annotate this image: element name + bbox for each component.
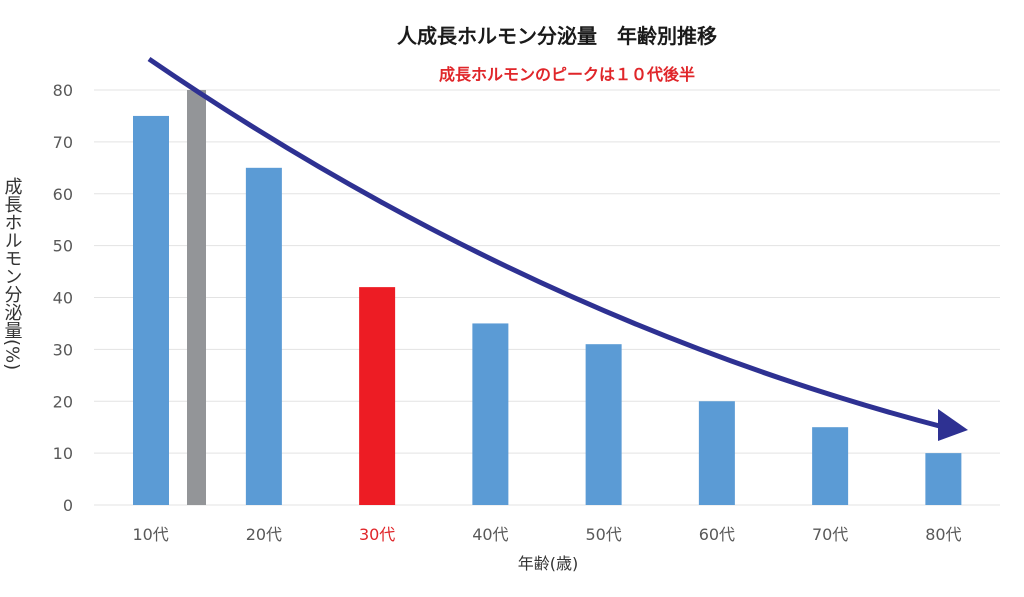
chart-title: 人成長ホルモン分泌量 年齢別推移 (397, 24, 717, 48)
x-tick-label: 10代 (132, 525, 168, 544)
x-tick-label: 20代 (246, 525, 282, 544)
bar-70代 (812, 427, 849, 505)
bar-30代 (359, 287, 396, 505)
gridlines (94, 89, 1000, 506)
bar-series (133, 90, 962, 505)
y-tick-label: 40 (53, 289, 73, 308)
chart-subtitle: 成長ホルモンのピークは１０代後半 (439, 65, 695, 84)
x-tick-label: 80代 (925, 525, 961, 544)
y-tick-label: 10 (53, 444, 73, 463)
y-tick-label: 0 (63, 496, 73, 515)
bar-50代 (585, 344, 622, 505)
y-tick-label: 30 (53, 340, 73, 359)
x-tick-label: 40代 (472, 525, 508, 544)
x-tick-label: 50代 (585, 525, 621, 544)
y-tick-label: 70 (53, 133, 73, 152)
trend-arrow-line (147, 56, 948, 431)
x-tick-label: 70代 (812, 525, 848, 544)
x-tick-label: 30代 (359, 525, 395, 544)
bar-10代 (133, 115, 169, 505)
y-tick-label: 50 (53, 237, 73, 256)
y-axis-title: 成長ホルモン分泌量(%) (2, 177, 23, 370)
trend-arrow (147, 56, 968, 441)
x-axis-title: 年齢(歳) (518, 554, 579, 573)
bar-40代 (472, 323, 509, 505)
x-tick-label: 60代 (699, 525, 735, 544)
bar-60代 (698, 401, 735, 505)
bar-10代-peak (187, 90, 206, 505)
bar-20代 (245, 167, 282, 505)
y-tick-labels: 0 10 20 30 40 50 60 70 80 (53, 81, 73, 515)
x-tick-labels: 10代 20代 30代 40代 50代 60代 70代 80代 (132, 525, 961, 544)
y-tick-label: 80 (53, 81, 73, 100)
y-tick-label: 60 (53, 185, 73, 204)
trend-arrow-head (938, 409, 968, 441)
y-tick-label: 20 (53, 392, 73, 411)
bar-80代 (925, 453, 962, 505)
